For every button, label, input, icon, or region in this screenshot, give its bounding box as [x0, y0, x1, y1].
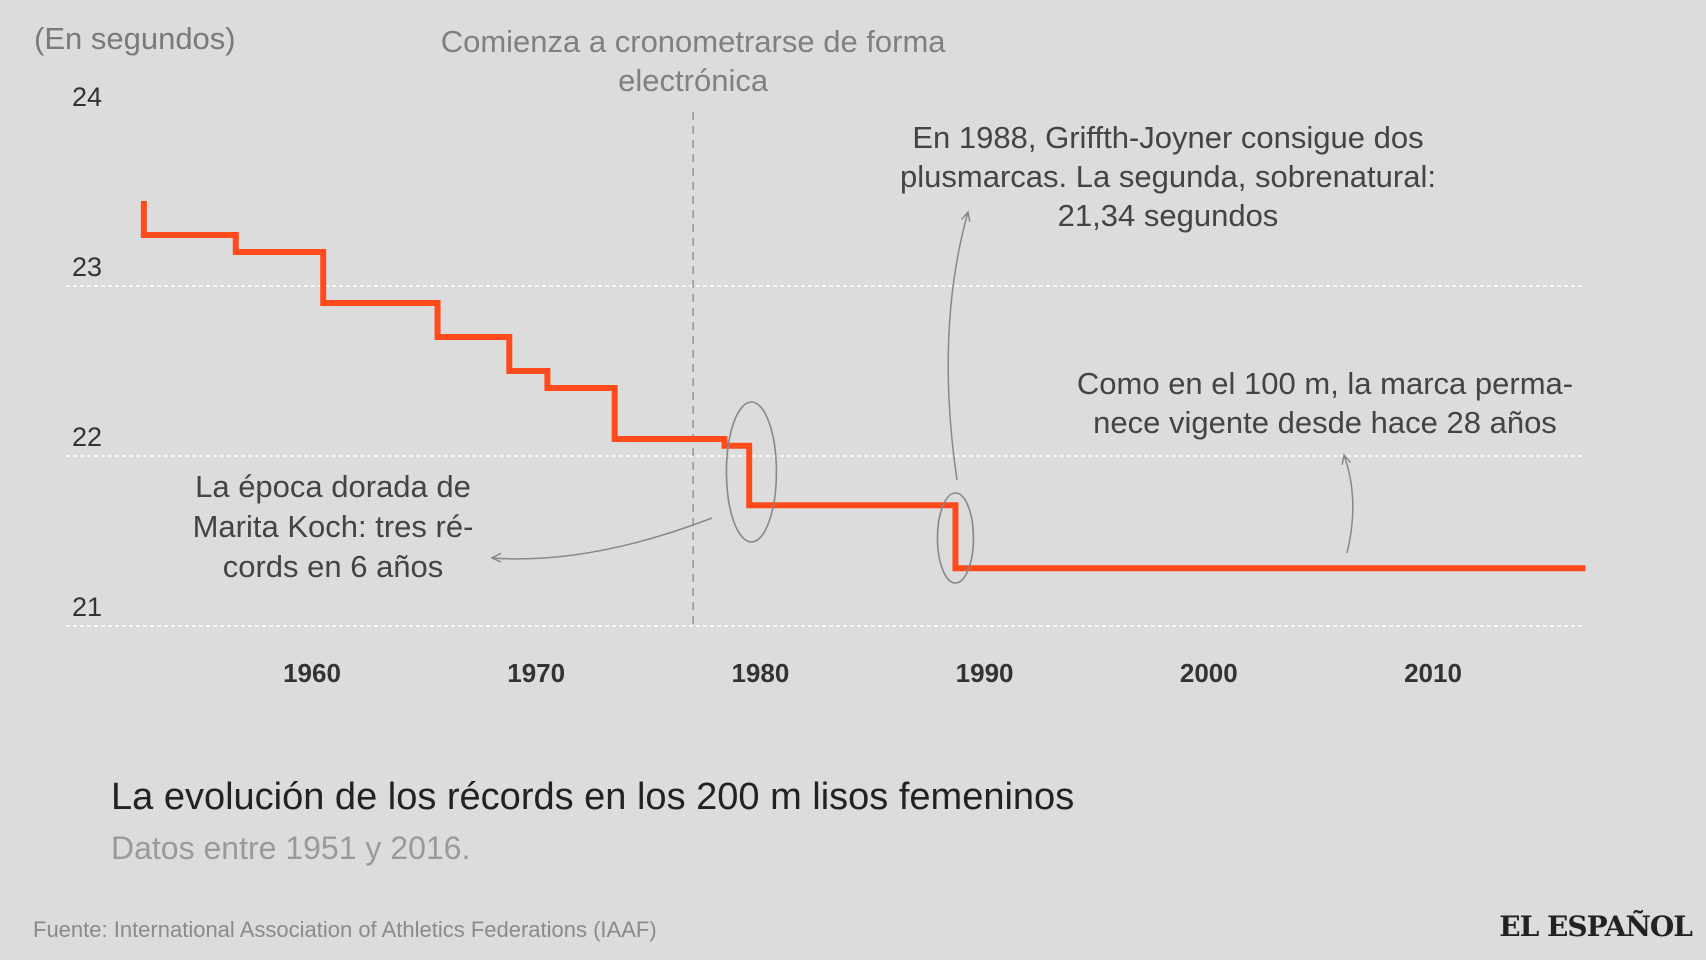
flojo-highlight-ellipse: [936, 492, 975, 584]
koch-annotation-line-0: La época dorada de: [195, 469, 471, 504]
axes: (En segundos) 21 22 23 24 1960 1970 1980 1990 200…: [34, 21, 1462, 688]
source-note: Fuente: International Association of Ath…: [33, 917, 657, 942]
x-tick-1960: 1960: [283, 658, 341, 688]
vigente-annotation-line-1: nece vigente desde hace 28 años: [1093, 405, 1557, 440]
chart-subtitle: Datos entre 1951 y 2016.: [111, 830, 471, 866]
koch-arrowhead: [490, 552, 502, 563]
y-unit-label: (En segundos): [34, 21, 236, 56]
chart-title: La evolución de los récords en los 200 m…: [111, 776, 1075, 818]
record-chart: Comienza a cronometrarse de forma electró…: [34, 21, 1586, 688]
koch-highlight-ellipse: [725, 401, 778, 543]
record-series: [140, 200, 1586, 572]
x-tick-1990: 1990: [956, 658, 1014, 688]
flojo-arrowhead: [960, 210, 971, 222]
koch-connector: [491, 517, 713, 560]
flojo-annotation-line-0: En 1988, Griffth-Joyner consigue dos: [912, 120, 1423, 155]
koch-annotation-line-2: cords en 6 años: [223, 549, 444, 584]
x-tick-2000: 2000: [1180, 658, 1238, 688]
y-tick-23: 23: [72, 252, 102, 282]
y-tick-24: 24: [72, 82, 102, 112]
koch-annotation: La época dorada de Marita Koch: tres ré-c…: [193, 469, 474, 584]
electronic-timing-label: Comienza a cronometrarse de forma electró…: [441, 24, 947, 98]
el-espanol-logo: EL ESPAÑOL: [1499, 910, 1693, 943]
vigente-annotation-line-0: Como en el 100 m, la marca perma-: [1077, 366, 1573, 401]
koch-annotation-line-1: Marita Koch: tres ré-: [193, 509, 474, 544]
x-tick-1980: 1980: [731, 658, 789, 688]
annotations: La época dorada de Marita Koch: tres ré-c…: [193, 120, 1574, 584]
grid-lines: [66, 285, 1582, 627]
flojo-annotation: En 1988, Griffth-Joyner consigue dos plus…: [900, 120, 1436, 233]
x-tick-1970: 1970: [507, 658, 565, 688]
vigente-annotation: Como en el 100 m, la marca perma-nece vi…: [1077, 366, 1573, 440]
electronic-timing-reference: Comienza a cronometrarse de forma electró…: [441, 24, 947, 626]
flojo-connector: [947, 211, 969, 481]
y-tick-21: 21: [72, 592, 102, 622]
flojo-annotation-line-2: 21,34 segundos: [1058, 198, 1279, 233]
flojo-annotation-line-1: plusmarcas. La segunda, sobrenatural:: [900, 159, 1436, 194]
x-tick-2010: 2010: [1404, 658, 1462, 688]
vigente-connector: [1343, 454, 1354, 554]
y-tick-22: 22: [72, 422, 102, 452]
record-step-line: [140, 201, 1586, 572]
vigente-arrowhead: [1341, 453, 1352, 465]
